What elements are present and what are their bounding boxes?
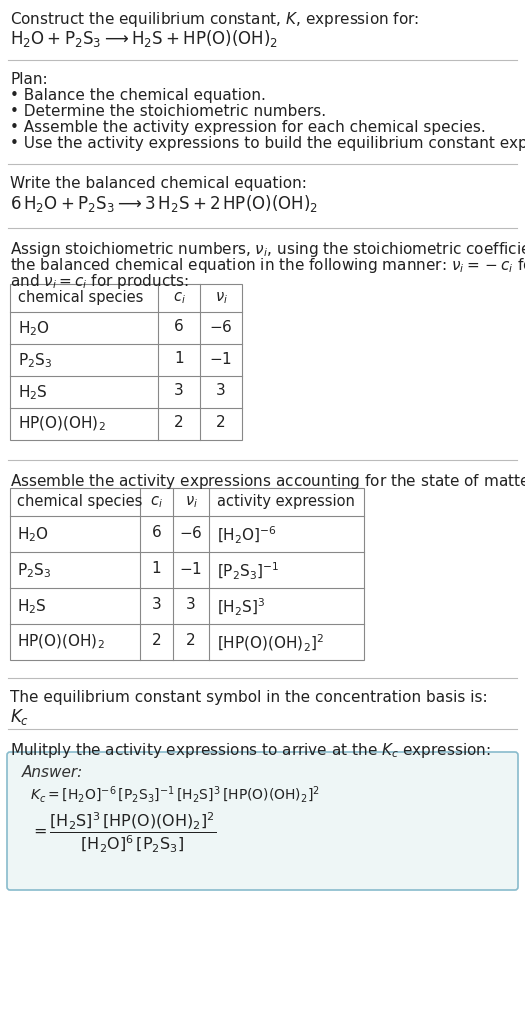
Text: Plan:: Plan: <box>10 72 48 87</box>
Text: $-6$: $-6$ <box>179 525 203 541</box>
Text: $K_c = [\mathrm{H_2O}]^{-6}\,[\mathrm{P_2S_3}]^{-1}\,[\mathrm{H_2S}]^{3}\,[\math: $K_c = [\mathrm{H_2O}]^{-6}\,[\mathrm{P_… <box>30 785 320 805</box>
Text: and $\nu_i = c_i$ for products:: and $\nu_i = c_i$ for products: <box>10 272 189 291</box>
Text: chemical species: chemical species <box>17 494 142 509</box>
Text: • Assemble the activity expression for each chemical species.: • Assemble the activity expression for e… <box>10 120 486 135</box>
Text: $c_i$: $c_i$ <box>173 290 185 305</box>
Text: $-1$: $-1$ <box>180 561 203 577</box>
Text: $\mathrm{H_2S}$: $\mathrm{H_2S}$ <box>18 383 48 402</box>
Text: $-6$: $-6$ <box>209 319 233 335</box>
Text: $\mathrm{HP(O)(OH)_2}$: $\mathrm{HP(O)(OH)_2}$ <box>17 633 105 651</box>
Text: Mulitply the activity expressions to arrive at the $K_c$ expression:: Mulitply the activity expressions to arr… <box>10 741 491 760</box>
Text: $[\mathrm{H_2O}]^{-6}$: $[\mathrm{H_2O}]^{-6}$ <box>217 525 277 547</box>
Text: $c_i$: $c_i$ <box>150 494 163 510</box>
Text: • Balance the chemical equation.: • Balance the chemical equation. <box>10 88 266 103</box>
Text: Assemble the activity expressions accounting for the state of matter and $\nu_i$: Assemble the activity expressions accoun… <box>10 472 525 491</box>
Text: $\mathrm{H_2O + P_2S_3 \longrightarrow H_2S + HP(O)(OH)_2}$: $\mathrm{H_2O + P_2S_3 \longrightarrow H… <box>10 28 278 49</box>
Text: chemical species: chemical species <box>18 290 143 305</box>
Text: 2: 2 <box>174 415 184 430</box>
Bar <box>10 284 242 440</box>
Text: $\mathrm{P_2S_3}$: $\mathrm{P_2S_3}$ <box>18 351 52 370</box>
Text: Assign stoichiometric numbers, $\nu_i$, using the stoichiometric coefficients, $: Assign stoichiometric numbers, $\nu_i$, … <box>10 240 525 259</box>
Text: $\mathrm{HP(O)(OH)_2}$: $\mathrm{HP(O)(OH)_2}$ <box>18 415 106 433</box>
Text: • Use the activity expressions to build the equilibrium constant expression.: • Use the activity expressions to build … <box>10 136 525 151</box>
Text: Answer:: Answer: <box>22 765 83 780</box>
Text: $\nu_i$: $\nu_i$ <box>215 290 227 305</box>
Text: $\mathrm{H_2S}$: $\mathrm{H_2S}$ <box>17 597 47 615</box>
Text: $\mathrm{P_2S_3}$: $\mathrm{P_2S_3}$ <box>17 561 51 580</box>
Text: $[\mathrm{HP(O)(OH)_2}]^{2}$: $[\mathrm{HP(O)(OH)_2}]^{2}$ <box>217 633 324 654</box>
Text: 3: 3 <box>186 597 196 612</box>
Text: 2: 2 <box>152 633 161 648</box>
Text: 1: 1 <box>174 351 184 366</box>
Text: 1: 1 <box>152 561 161 576</box>
Text: 3: 3 <box>152 597 161 612</box>
Text: $-1$: $-1$ <box>209 351 233 367</box>
Text: 6: 6 <box>152 525 161 540</box>
Text: $[\mathrm{H_2S}]^{3}$: $[\mathrm{H_2S}]^{3}$ <box>217 597 266 619</box>
Text: $\mathrm{H_2O}$: $\mathrm{H_2O}$ <box>18 319 50 338</box>
Text: $\nu_i$: $\nu_i$ <box>184 494 197 510</box>
Text: the balanced chemical equation in the following manner: $\nu_i = -c_i$ for react: the balanced chemical equation in the fo… <box>10 256 525 275</box>
Text: $\mathrm{6\,H_2O + P_2S_3 \longrightarrow 3\,H_2S + 2\,HP(O)(OH)_2}$: $\mathrm{6\,H_2O + P_2S_3 \longrightarro… <box>10 193 318 214</box>
Text: 2: 2 <box>186 633 196 648</box>
Text: Construct the equilibrium constant, $K$, expression for:: Construct the equilibrium constant, $K$,… <box>10 10 419 29</box>
Text: $= \dfrac{[\mathrm{H_2S}]^{3}\,[\mathrm{HP(O)(OH)_2}]^{2}}{[\mathrm{H_2O}]^{6}\,: $= \dfrac{[\mathrm{H_2S}]^{3}\,[\mathrm{… <box>30 810 216 854</box>
Bar <box>10 488 364 660</box>
Text: 2: 2 <box>216 415 226 430</box>
FancyBboxPatch shape <box>7 752 518 890</box>
Text: activity expression: activity expression <box>217 494 355 509</box>
Text: The equilibrium constant symbol in the concentration basis is:: The equilibrium constant symbol in the c… <box>10 690 488 705</box>
Text: $K_c$: $K_c$ <box>10 707 29 727</box>
Text: 6: 6 <box>174 319 184 334</box>
Text: $\mathrm{H_2O}$: $\mathrm{H_2O}$ <box>17 525 49 544</box>
Text: $[\mathrm{P_2S_3}]^{-1}$: $[\mathrm{P_2S_3}]^{-1}$ <box>217 561 279 582</box>
Text: 3: 3 <box>174 383 184 399</box>
Text: Write the balanced chemical equation:: Write the balanced chemical equation: <box>10 176 307 191</box>
Text: 3: 3 <box>216 383 226 399</box>
Text: • Determine the stoichiometric numbers.: • Determine the stoichiometric numbers. <box>10 104 326 119</box>
